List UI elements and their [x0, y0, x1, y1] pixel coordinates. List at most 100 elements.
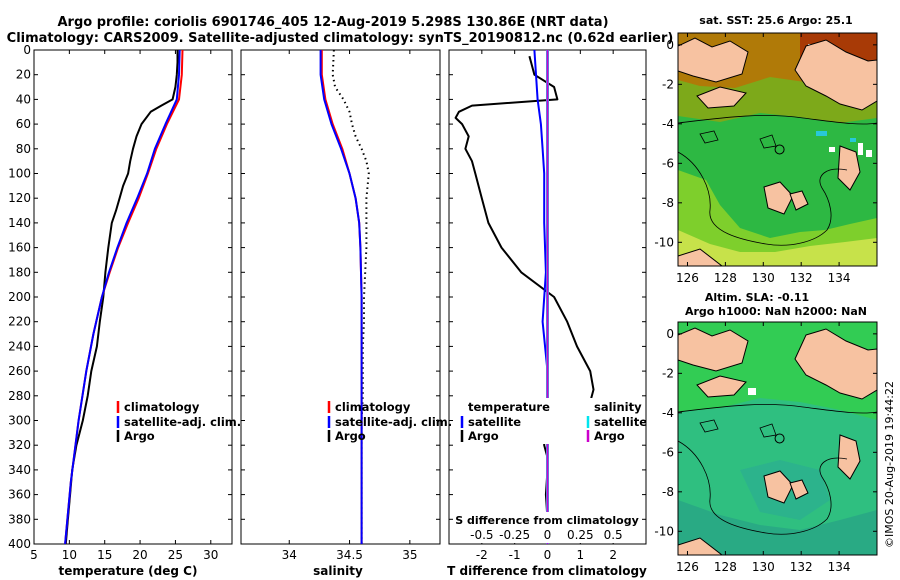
x2tick-label: 0 [544, 528, 552, 542]
xtick-label: -2 [476, 548, 488, 562]
xtick-label: 15 [97, 548, 112, 562]
series-line-t-satellite [533, 50, 549, 544]
sla-map-frame [677, 321, 878, 556]
legend-label-satellite: satellite-adj. clim. [124, 415, 241, 429]
series-line-t-argo [454, 55, 595, 544]
series-line-argo [331, 50, 370, 544]
map-ytick-label: -10 [654, 524, 674, 538]
x2tick-label: -0.25 [499, 528, 530, 542]
ytick-label: 80 [16, 142, 31, 156]
temperature-ticks: 0 20 40 60 80 100 120 140 160 180 200 220 240 260 280 3… [8, 43, 232, 562]
imos-watermark: ©IMOS 20-Aug-2019 19:44:22 [883, 381, 896, 548]
map-ytick-label: -2 [662, 366, 674, 380]
sla-map-title-line1: Altim. SLA: -0.11 [705, 291, 809, 304]
sla-map-panel: Altim. SLA: -0.11 Argo h1000: NaN h2000:… [654, 291, 878, 574]
xtick-label: 10 [62, 548, 77, 562]
map-xtick-label: 130 [752, 271, 775, 285]
legend-label-s-satellite: satellite [594, 415, 647, 429]
xtick-label: 0 [544, 548, 552, 562]
sst-map-argo-marker [774, 144, 785, 155]
ytick-label: 160 [8, 241, 31, 255]
ytick-label: 180 [8, 265, 31, 279]
salinity-lines [319, 50, 370, 544]
xtick-label: 25 [168, 548, 183, 562]
ytick-label: 20 [16, 68, 31, 82]
xtick-label: 34 [282, 548, 297, 562]
map-ytick-label: 0 [666, 38, 674, 52]
ytick-label: 400 [8, 537, 31, 551]
legend-label-t-satellite: satellite [468, 415, 521, 429]
salinity-xlabel: salinity [313, 564, 363, 578]
temperature-axes-frame [33, 49, 233, 545]
ytick-label: 120 [8, 191, 31, 205]
ytick-label: 260 [8, 364, 31, 378]
salinity-legend: climatology satellite-adj. clim. Argo [327, 400, 452, 443]
ytick-label: 220 [8, 315, 31, 329]
sla-map-title-line2: Argo h1000: NaN h2000: NaN [685, 305, 867, 318]
figure-title-line2: Climatology: CARS2009. Satellite-adjuste… [7, 31, 674, 46]
temperature-panel: 0 20 40 60 80 100 120 140 160 180 200 220 240 260 280 3… [8, 43, 241, 578]
salinity-ticks: 34 34.5 35 [241, 49, 440, 562]
map-ytick-label: -8 [662, 485, 674, 499]
map-xtick-label: 134 [828, 560, 851, 574]
map-xtick-label: 126 [676, 560, 699, 574]
map-xtick-label: 128 [714, 560, 737, 574]
map-ytick-label: -4 [662, 406, 674, 420]
map-ytick-label: -4 [662, 117, 674, 131]
ytick-label: 320 [8, 438, 31, 452]
map-xtick-label: 130 [752, 560, 775, 574]
series-line-satellite-adj-clim- [64, 50, 181, 544]
ytick-label: 300 [8, 414, 31, 428]
series-line-satellite-adj-clim- [319, 50, 363, 544]
sst-map-panel: sat. SST: 25.6 Argo: 25.1 [654, 14, 878, 285]
temperature-lines [64, 50, 184, 544]
xtick-label: 2 [609, 548, 617, 562]
salinity-panel: 34 34.5 35 salinity climatology satellite-… [240, 49, 452, 578]
legend-label-argo: Argo [124, 429, 155, 443]
map-ytick-label: -6 [662, 445, 674, 459]
xtick-label: 34.5 [336, 548, 363, 562]
ytick-label: 60 [16, 117, 31, 131]
x2tick-label: -0.5 [470, 528, 493, 542]
ytick-label: 0 [23, 43, 31, 57]
xtick-label: 30 [203, 548, 218, 562]
difference-legend-background [456, 398, 642, 444]
sst-map-title: sat. SST: 25.6 Argo: 25.1 [699, 14, 852, 27]
difference-ticks: -2 -1 0 1 2 [449, 49, 646, 562]
map-ytick-label: -10 [654, 235, 674, 249]
map-xtick-label: 132 [790, 560, 813, 574]
temperature-legend: climatology satellite-adj. clim. Argo [116, 400, 241, 443]
difference-lines [454, 50, 595, 544]
xtick-label: 1 [577, 548, 585, 562]
series-line-argo [64, 50, 179, 544]
difference-s-axis-background [456, 512, 642, 543]
sst-map-field [678, 33, 877, 266]
ytick-label: 340 [8, 463, 31, 477]
map-xtick-label: 132 [790, 271, 813, 285]
legend-title-temperature: temperature [468, 400, 550, 414]
legend-label-argo: Argo [335, 429, 366, 443]
legend-label-satellite: satellite-adj. clim. [335, 415, 452, 429]
ytick-label: 380 [8, 512, 31, 526]
map-ytick-label: -2 [662, 77, 674, 91]
map-ytick-label: -8 [662, 196, 674, 210]
difference-legend-temperature: temperature satellite Argo [460, 400, 550, 443]
series-line-climatology [320, 50, 363, 544]
ytick-label: 280 [8, 389, 31, 403]
xtick-label: -1 [509, 548, 521, 562]
map-xtick-label: 128 [714, 271, 737, 285]
legend-label-s-argo: Argo [594, 429, 625, 443]
temperature-xlabel: temperature (deg C) [59, 564, 198, 578]
sla-map-field [678, 322, 877, 555]
map-ytick-label: 0 [666, 327, 674, 341]
x2tick-label: 0.25 [567, 528, 594, 542]
difference-x2label: S difference from climatology [455, 514, 639, 527]
ytick-label: 240 [8, 339, 31, 353]
difference-s-ticks: -0.5 -0.25 0 0.25 0.5 [470, 528, 623, 542]
xtick-label: 35 [402, 548, 417, 562]
figure-title-line1: Argo profile: coriolis 6901746_405 12-Au… [57, 15, 608, 30]
map-xtick-label: 134 [828, 271, 851, 285]
salinity-axes-frame [240, 49, 441, 545]
map-ytick-label: -6 [662, 156, 674, 170]
